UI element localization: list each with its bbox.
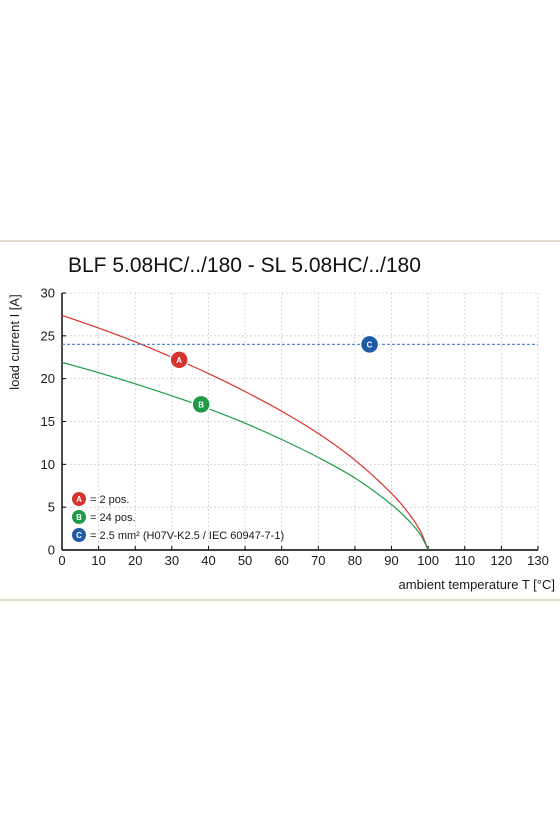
x-tick-label: 50 xyxy=(238,553,252,568)
x-tick-label: 0 xyxy=(58,553,65,568)
series-line-a xyxy=(61,314,429,551)
x-tick-label: 10 xyxy=(91,553,105,568)
y-tick-label: 5 xyxy=(48,500,55,515)
marker-a: A xyxy=(169,350,189,370)
y-tick-label: 15 xyxy=(41,414,55,429)
legend-marker-label: B xyxy=(76,513,82,522)
legend-item-c: C = 2.5 mm² (H07V-K2.5 / IEC 60947-7-1) xyxy=(71,527,284,543)
marker-label: C xyxy=(367,340,373,349)
series-lines xyxy=(61,314,538,551)
x-tick-label: 70 xyxy=(311,553,325,568)
legend-label: = 2.5 mm² (H07V-K2.5 / IEC 60947-7-1) xyxy=(90,530,284,542)
legend-marker-circle xyxy=(71,509,87,525)
marker-label: A xyxy=(176,356,182,365)
x-axis-label: ambient temperature T [°C] xyxy=(399,577,555,592)
x-tick-label: 90 xyxy=(384,553,398,568)
legend: A = 2 pos. B = 24 pos. C = 2.5 mm² (H07V-K2.5… xyxy=(71,491,284,543)
legend-marker-label: A xyxy=(76,495,82,504)
x-tick-label: 110 xyxy=(454,553,475,568)
y-tick-label: 10 xyxy=(41,457,55,472)
marker-circle xyxy=(191,394,211,415)
tick-labels: 0 10 20 30 40 50 60 70 80 90 100 110 120 130 0 5 10 15 20 2… xyxy=(41,286,549,569)
legend-label: = 24 pos. xyxy=(90,512,136,524)
marker-c: C xyxy=(359,334,380,355)
y-tick-label: 20 xyxy=(41,371,55,386)
x-tick-label: 100 xyxy=(417,553,439,568)
x-tick-label: 40 xyxy=(201,553,215,568)
y-axis-label: load current I [A] xyxy=(7,294,22,389)
marker-b: B xyxy=(191,394,211,415)
legend-marker-label: C xyxy=(76,531,82,540)
grid-lines xyxy=(62,292,539,550)
y-tick-label: 0 xyxy=(48,543,55,558)
y-tick-label: 30 xyxy=(41,286,55,301)
legend-marker-circle xyxy=(71,527,87,543)
marker-circle xyxy=(359,334,380,355)
legend-item-a: A = 2 pos. xyxy=(71,491,129,507)
series-line-b xyxy=(61,361,429,551)
legend-label: = 2 pos. xyxy=(90,494,129,506)
marker-circle xyxy=(169,350,189,370)
marker-label: B xyxy=(198,400,204,409)
x-tick-label: 80 xyxy=(348,553,362,568)
x-tick-label: 120 xyxy=(491,553,513,568)
legend-marker-circle xyxy=(71,491,87,507)
x-tick-label: 30 xyxy=(165,553,179,568)
x-tick-label: 60 xyxy=(274,553,288,568)
chart-title: BLF 5.08HC/../180 - SL 5.08HC/../180 xyxy=(68,254,421,277)
x-tick-label: 130 xyxy=(527,553,549,568)
axes xyxy=(61,292,539,551)
x-tick-label: 20 xyxy=(128,553,142,568)
y-tick-label: 25 xyxy=(41,328,55,343)
series-markers: A B C xyxy=(169,334,380,415)
legend-item-b: B = 24 pos. xyxy=(71,509,136,525)
